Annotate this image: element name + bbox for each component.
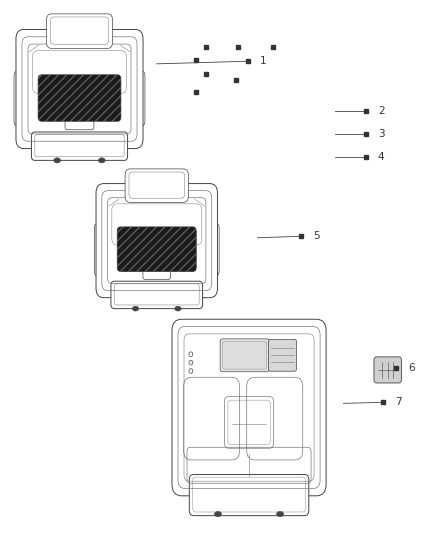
FancyBboxPatch shape [268, 340, 297, 371]
Text: 1: 1 [260, 56, 266, 66]
Ellipse shape [214, 511, 222, 517]
FancyBboxPatch shape [94, 223, 114, 276]
FancyBboxPatch shape [38, 75, 121, 122]
FancyBboxPatch shape [14, 71, 35, 126]
FancyBboxPatch shape [46, 14, 113, 49]
Ellipse shape [132, 306, 139, 311]
Ellipse shape [189, 360, 193, 365]
FancyBboxPatch shape [96, 183, 218, 297]
Ellipse shape [54, 158, 60, 163]
Ellipse shape [189, 369, 193, 373]
FancyBboxPatch shape [189, 474, 309, 515]
Ellipse shape [189, 352, 193, 357]
Text: 7: 7 [395, 397, 402, 407]
FancyBboxPatch shape [223, 342, 266, 369]
FancyBboxPatch shape [172, 319, 326, 496]
Text: 2: 2 [378, 107, 385, 116]
Ellipse shape [276, 511, 284, 517]
Text: 3: 3 [378, 129, 385, 139]
FancyBboxPatch shape [220, 339, 269, 372]
Text: 5: 5 [314, 231, 320, 241]
Ellipse shape [175, 306, 181, 311]
Text: 6: 6 [408, 364, 414, 373]
FancyBboxPatch shape [199, 223, 219, 276]
FancyBboxPatch shape [125, 169, 188, 203]
Text: 4: 4 [378, 152, 385, 162]
FancyBboxPatch shape [38, 75, 121, 122]
FancyBboxPatch shape [143, 263, 170, 279]
FancyBboxPatch shape [16, 29, 143, 149]
FancyBboxPatch shape [124, 71, 145, 126]
FancyBboxPatch shape [111, 281, 203, 309]
Ellipse shape [99, 158, 105, 163]
FancyBboxPatch shape [374, 357, 401, 383]
FancyBboxPatch shape [32, 132, 127, 160]
FancyBboxPatch shape [65, 112, 94, 130]
FancyBboxPatch shape [117, 227, 196, 271]
FancyBboxPatch shape [117, 227, 196, 271]
